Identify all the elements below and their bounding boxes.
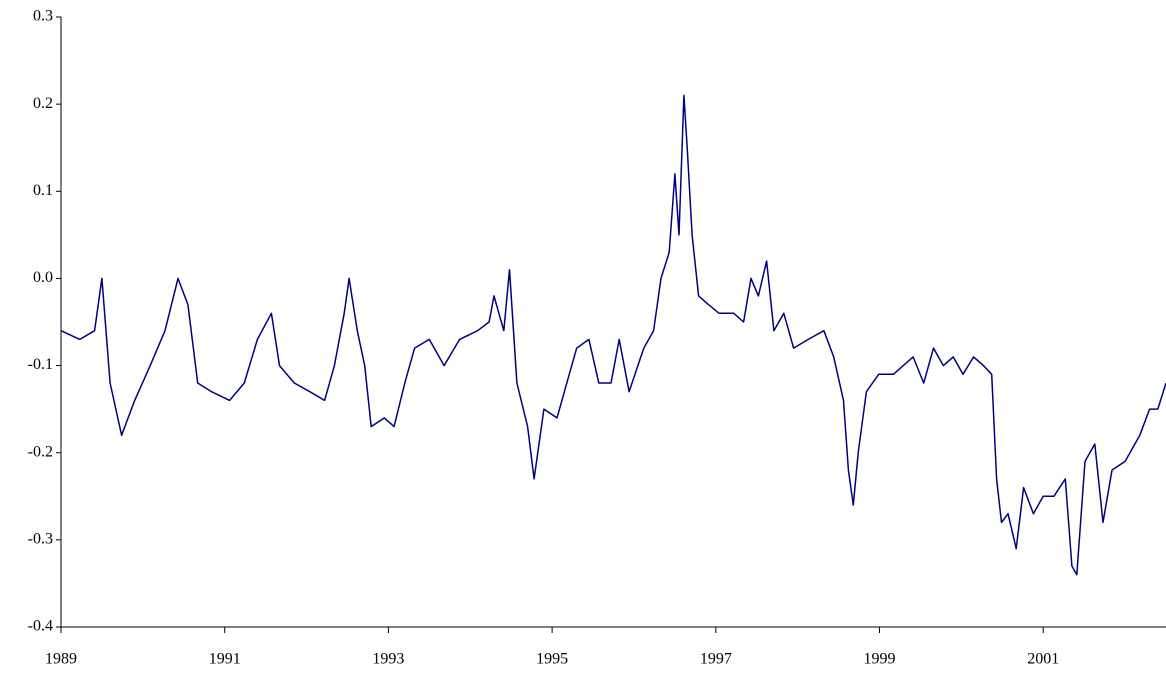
x-tick-label: 1997: [700, 651, 732, 668]
y-tick-label: -0.2: [28, 443, 53, 460]
x-tick-label: 2001: [1027, 651, 1059, 668]
data-line: [60, 94, 1166, 576]
y-tick-label: 0.3: [33, 8, 53, 25]
y-tick-label: 0.0: [33, 269, 53, 286]
y-tick-label: 0.1: [33, 182, 53, 199]
x-tick-label: 1993: [372, 651, 404, 668]
x-tick-label: 1999: [864, 651, 896, 668]
y-tick-label: -0.1: [28, 356, 53, 373]
y-tick-label: 0.2: [33, 95, 53, 112]
x-tick-label: 1989: [45, 651, 77, 668]
y-tick-label: -0.4: [28, 618, 53, 635]
x-tick-label: 1995: [536, 651, 568, 668]
x-tick-label: 1991: [209, 651, 241, 668]
y-tick-label: -0.3: [28, 531, 53, 548]
